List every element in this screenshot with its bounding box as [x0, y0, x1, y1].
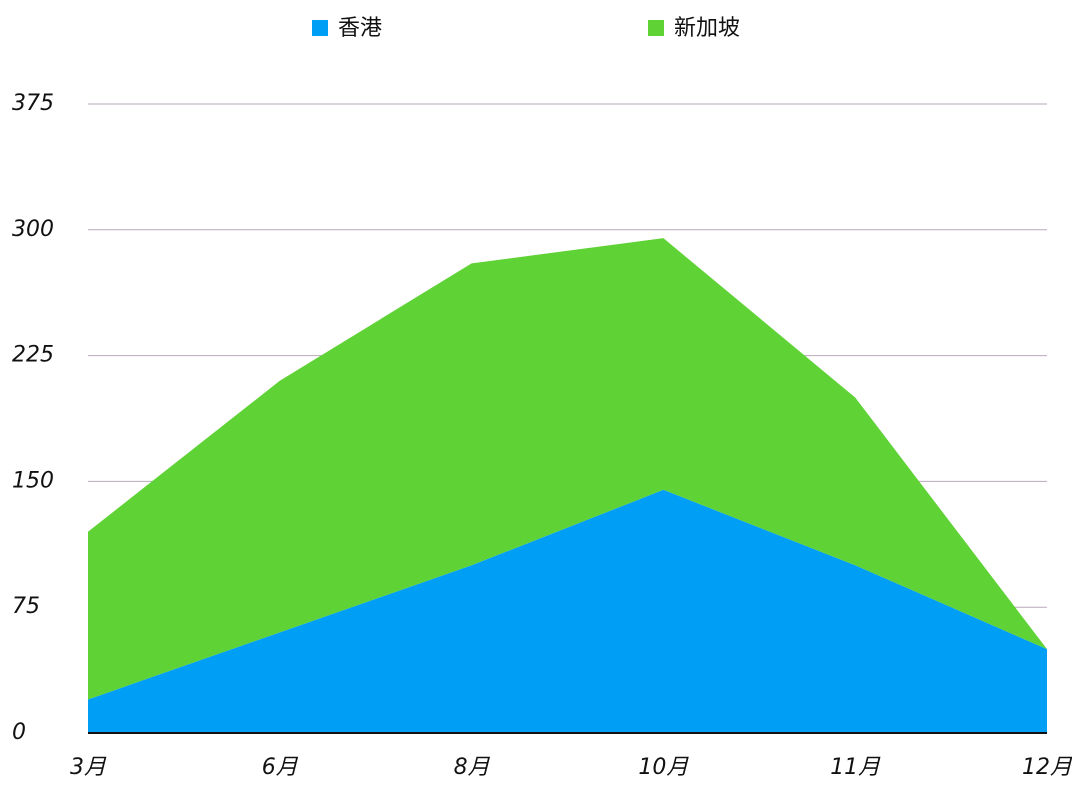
- x-tick-label: 3月: [70, 755, 107, 780]
- x-tick-label: 8月: [454, 755, 491, 780]
- area: [88, 489, 1047, 733]
- y-tick-label: 300: [12, 217, 54, 242]
- y-tick-label: 375: [12, 91, 54, 116]
- legend-label: 新加坡: [674, 16, 740, 41]
- x-tick-label: 11月: [830, 755, 881, 780]
- x-tick-label: 12月: [1022, 755, 1072, 780]
- y-tick-label: 225: [12, 343, 54, 368]
- area: [88, 238, 1047, 700]
- y-tick-label: 150: [12, 468, 54, 493]
- x-tick-label: 6月: [262, 755, 299, 780]
- legend-label: 香港: [338, 16, 382, 41]
- x-tick-label: 10月: [638, 755, 689, 780]
- legend-swatch: [312, 20, 328, 36]
- legend-swatch: [648, 20, 664, 36]
- y-tick-label: 75: [12, 594, 40, 619]
- y-tick-label: 0: [12, 720, 26, 745]
